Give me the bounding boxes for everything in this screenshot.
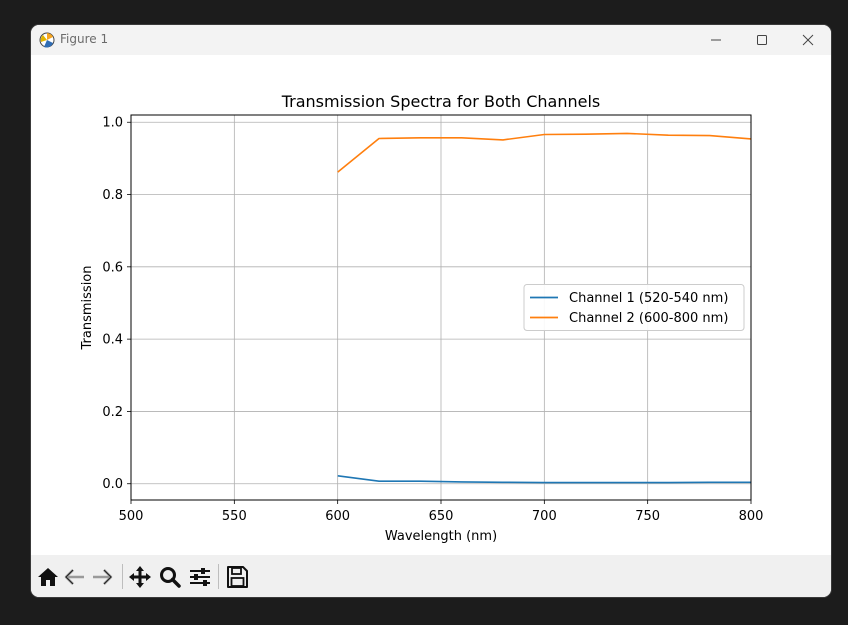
series-line-1 bbox=[337, 475, 751, 484]
forward-arrow-icon[interactable] bbox=[89, 565, 115, 589]
title-bar: Figure 1 bbox=[31, 25, 831, 55]
pan-icon[interactable] bbox=[127, 565, 153, 589]
legend-box bbox=[523, 284, 745, 331]
matplotlib-app-icon bbox=[39, 32, 55, 48]
toolbar-separator bbox=[218, 564, 219, 589]
legend-label-2: Channel 2 (600-800 nm) bbox=[569, 311, 728, 326]
series-line-2 bbox=[337, 132, 752, 173]
zoom-icon[interactable] bbox=[157, 565, 183, 589]
legend: Channel 1 (520-540 nm) Channel 2 (600-800… bbox=[523, 284, 745, 331]
chart-title: Transmission Spectra for Both Channels bbox=[281, 92, 601, 111]
figure-canvas[interactable]: 500 550 600 650 700 750 800 0.0 0.2 0.4 0.6 0.8 1.0 … bbox=[31, 55, 831, 555]
x-tick-label: 650 bbox=[429, 509, 454, 524]
window-title: Figure 1 bbox=[60, 32, 109, 46]
close-button[interactable] bbox=[785, 25, 831, 55]
configure-subplots-icon[interactable] bbox=[187, 565, 213, 589]
home-icon[interactable] bbox=[35, 565, 61, 589]
y-tick-label: 0.0 bbox=[102, 477, 123, 492]
x-tick-label: 800 bbox=[739, 509, 764, 524]
x-tick-label: 600 bbox=[325, 509, 350, 524]
x-axis-label: Wavelength (nm) bbox=[385, 529, 497, 544]
minimize-button[interactable] bbox=[693, 25, 739, 55]
x-tick-label: 550 bbox=[222, 509, 247, 524]
y-tick-label: 0.4 bbox=[102, 333, 123, 348]
x-tick-label: 500 bbox=[119, 509, 144, 524]
y-tick-label: 0.6 bbox=[102, 260, 123, 275]
save-icon[interactable] bbox=[224, 565, 250, 589]
minimize-icon bbox=[711, 39, 721, 41]
chart: 500 550 600 650 700 750 8000.00.20.40.60.81.0 … bbox=[80, 92, 764, 544]
x-tick-label: 750 bbox=[635, 509, 660, 524]
toolbar-separator bbox=[122, 564, 123, 589]
y-axis-label: Transmission bbox=[80, 266, 95, 351]
x-tick-label: 700 bbox=[532, 509, 557, 524]
y-tick-label: 1.0 bbox=[102, 116, 123, 131]
back-arrow-icon[interactable] bbox=[62, 565, 88, 589]
close-icon bbox=[802, 34, 814, 46]
y-tick-label: 0.2 bbox=[102, 405, 123, 420]
figure-window: Figure 1 500 550 600 650 700 750 800 0.0 0.2 0.4 0… bbox=[31, 25, 831, 597]
navigation-toolbar bbox=[31, 555, 831, 597]
legend-label-1: Channel 1 (520-540 nm) bbox=[569, 291, 728, 306]
maximize-icon bbox=[757, 35, 767, 45]
y-tick-label: 0.8 bbox=[102, 188, 123, 203]
maximize-button[interactable] bbox=[739, 25, 785, 55]
